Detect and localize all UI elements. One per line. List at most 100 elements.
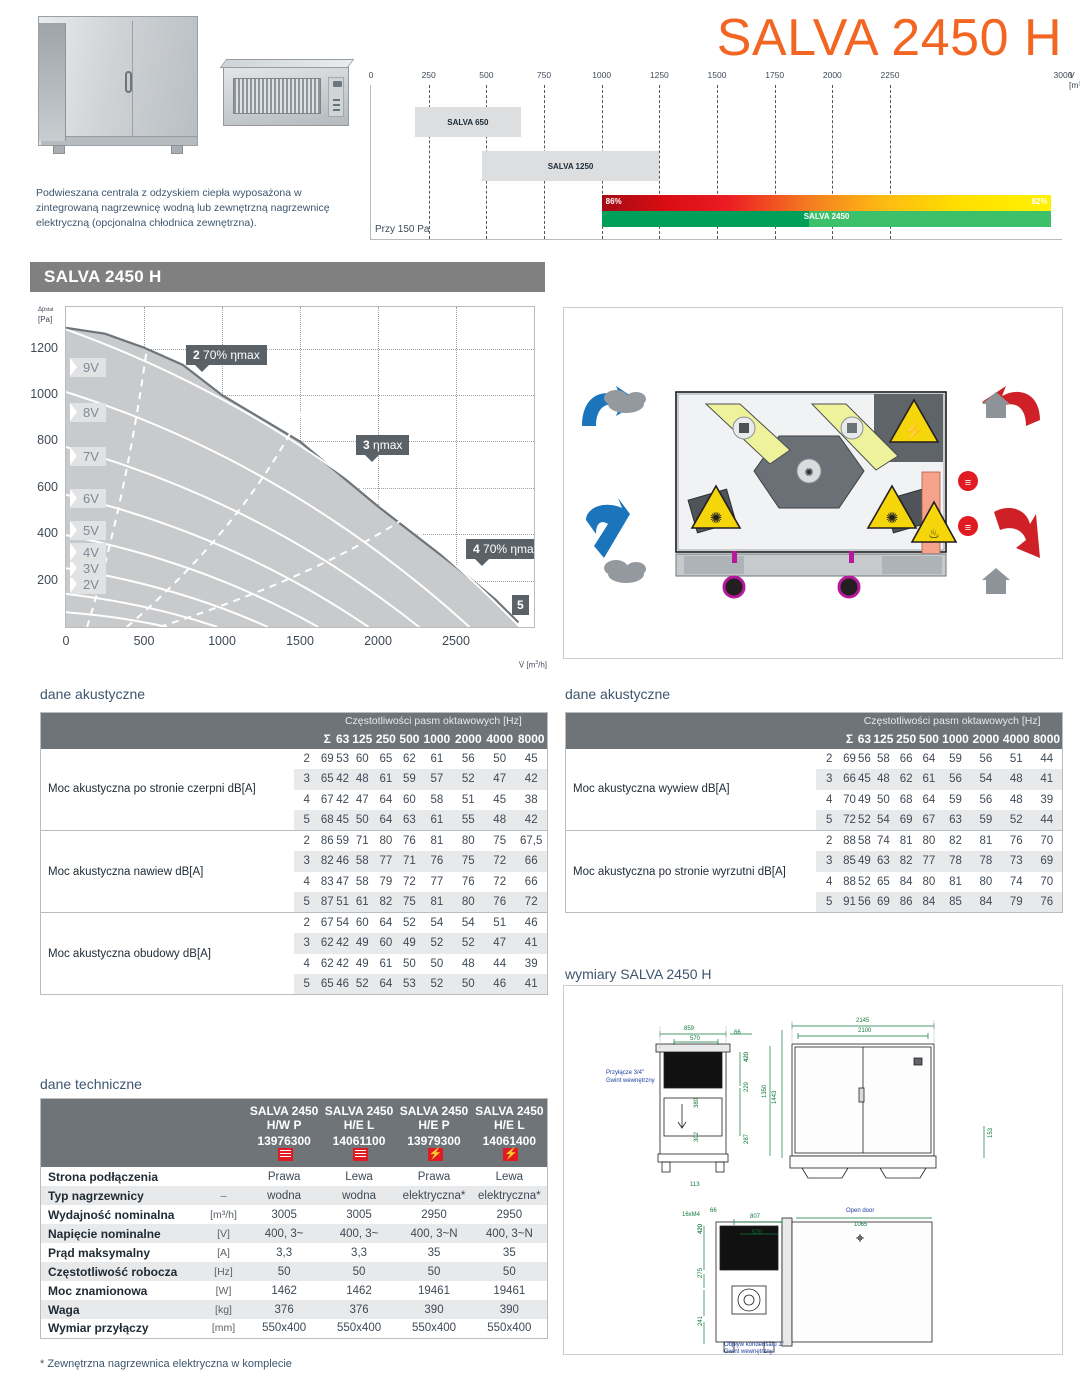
acoustic-value: 49 xyxy=(355,957,369,970)
dimension-note-open-door: Open door xyxy=(846,1208,875,1214)
acoustic-value: 63 xyxy=(397,810,422,831)
acoustic-value: 52 xyxy=(350,974,375,995)
acoustic-col-header: 125 xyxy=(873,732,894,746)
acoustic-speed-index: 5 xyxy=(293,810,320,831)
dimension-label: 570 xyxy=(690,1036,701,1042)
heater-led-icon xyxy=(333,109,340,111)
tech-model-header: SALVA 2450 H/E P xyxy=(396,1098,472,1133)
acoustic-speed-index: 2 xyxy=(816,830,843,851)
perf-callout: 5 xyxy=(512,595,529,615)
tech-value: 35 xyxy=(427,1246,441,1259)
product-photo-heater xyxy=(219,59,355,126)
perf-speed-curve xyxy=(66,328,521,627)
acoustic-value: 80 xyxy=(452,892,484,913)
acoustic-value: 77 xyxy=(917,851,941,872)
acoustic-value: 76 xyxy=(461,875,475,888)
acoustic-value: 65 xyxy=(379,752,393,765)
perf-speed-tag: 5V xyxy=(70,521,106,540)
dimensions-title: wymiary SALVA 2450 H xyxy=(565,966,712,982)
perf-x-tick-label: 0 xyxy=(62,634,70,648)
range-tick-label: 250 xyxy=(421,70,436,80)
water-connection-icon: ≡ xyxy=(958,471,978,491)
dimension-label: 420 xyxy=(744,1051,750,1062)
acoustic-value: 47 xyxy=(484,769,516,790)
acoustic-value: 64 xyxy=(379,793,393,806)
acoustic-value: 67 xyxy=(319,912,335,933)
range-tick-label: 2000 xyxy=(822,70,842,80)
acoustic-col-header: 2000 xyxy=(972,732,1000,746)
tech-value: 50 xyxy=(321,1262,397,1281)
acoustic-value: 79 xyxy=(1001,892,1032,913)
range-note: Przy 150 Pa xyxy=(375,224,430,235)
acoustic-speed-index: 3 xyxy=(293,769,320,790)
table-row: 4 67 42 47 64 60 58 51 45 38 xyxy=(41,790,548,811)
perf-callout: 3 ηmax xyxy=(356,435,410,462)
acoustic-value: 58 xyxy=(355,875,369,888)
acoustic-value: 47 xyxy=(336,875,350,888)
acoustic-value: 53 xyxy=(397,974,422,995)
tech-value: 2950 xyxy=(421,1208,447,1221)
acoustic-value: 47 xyxy=(355,793,369,806)
acoustic-value: 66 xyxy=(842,769,857,790)
acoustic-value: 42 xyxy=(515,769,548,790)
indoor-house-icon xyxy=(982,568,1010,594)
range-gridline xyxy=(428,85,430,239)
perf-y-tick-label: 800 xyxy=(37,433,58,448)
acoustic-value: 83 xyxy=(320,875,334,888)
dimension-label: 16xM4 xyxy=(682,1212,701,1218)
acoustic-value: 51 xyxy=(1009,752,1023,765)
tech-value: 550x400 xyxy=(262,1322,307,1335)
acoustic-speed-index: 4 xyxy=(303,793,310,806)
tech-footnote: * Zewnętrzna nagrzewnica elektryczna w k… xyxy=(40,1358,292,1370)
svg-text:✺: ✺ xyxy=(804,467,813,479)
acoustic-value: 59 xyxy=(949,752,962,765)
tech-value: 2950 xyxy=(496,1208,523,1221)
table-row: Prąd maksymalny [A] 3,3 3,3 35 35 xyxy=(41,1243,548,1262)
acoustic-value: 67 xyxy=(320,793,334,806)
acoustic-value: 76 xyxy=(421,851,453,872)
technical-data-table: SALVA 2450 H/W P SALVA 2450 H/E L SALVA 2450… xyxy=(40,1098,548,1339)
tech-model-header: SALVA 2450 H/E L xyxy=(321,1098,397,1133)
perf-callout: 2 70% ηmax xyxy=(186,345,267,372)
dimension-drawings-panel: 859 570 66 2145 2100 1443 1350 420 229 420 287 380 3… xyxy=(563,985,1063,1355)
acoustic-row-label: Moc akustyczna po stronie wyrzutni dB[A] xyxy=(565,830,817,913)
acoustic-value: 46 xyxy=(484,974,516,995)
acoustic-col-header: 500 xyxy=(399,732,420,746)
acoustic-value: 70 xyxy=(1040,875,1054,888)
dimension-label: 380 xyxy=(694,1097,700,1108)
tech-value: 3005 xyxy=(346,1208,372,1221)
dimension-label: 153 xyxy=(988,1127,994,1138)
acoustic-value: 56 xyxy=(979,752,993,765)
electric-heater-icon xyxy=(503,1147,519,1161)
tech-row-unit: – xyxy=(200,1186,247,1205)
acoustic-speed-index: 5 xyxy=(816,810,843,831)
acoustic-value: 50 xyxy=(430,957,444,970)
acoustic-value: 86 xyxy=(319,830,335,851)
table-row: 5 65 46 52 64 53 52 50 46 41 xyxy=(41,974,548,995)
cabinet-foot xyxy=(171,145,183,154)
acoustic-value: 54 xyxy=(871,810,895,831)
heater-grille-icon xyxy=(233,78,321,114)
tech-value: 550x400 xyxy=(411,1322,457,1335)
acoustic-value: 58 xyxy=(856,830,872,851)
acoustic-value: 60 xyxy=(403,793,416,806)
acoustic-value: 87 xyxy=(319,892,335,913)
acoustic-group-header: Częstotliwości pasm oktawowych [Hz] xyxy=(344,715,522,728)
acoustic-value: 46 xyxy=(334,851,351,872)
acoustic-value: 42 xyxy=(334,933,351,954)
perf-speed-tag: 7V xyxy=(70,447,106,467)
acoustic-value: 67 xyxy=(917,810,941,831)
hot-surface-hazard-icon: ♨ xyxy=(910,500,958,543)
acoustic-value: 85 xyxy=(940,892,971,913)
acoustic-value: 41 xyxy=(515,974,548,995)
acoustic-value: 88 xyxy=(842,830,857,851)
acoustic-value: 88 xyxy=(843,875,856,888)
acoustic-value: 62 xyxy=(403,752,416,765)
acoustic-speed-index: 3 xyxy=(816,851,843,872)
table-row: Waga [kg] 376 376 390 390 xyxy=(40,1300,548,1319)
page-header: Podwieszana centrala z odzyskiem ciepła … xyxy=(0,0,1080,255)
tech-value: Lewa xyxy=(345,1170,373,1183)
acoustic-value: 72 xyxy=(493,875,507,888)
svg-text:≡: ≡ xyxy=(965,477,971,489)
perf-speed-tag: 9V xyxy=(70,357,106,377)
